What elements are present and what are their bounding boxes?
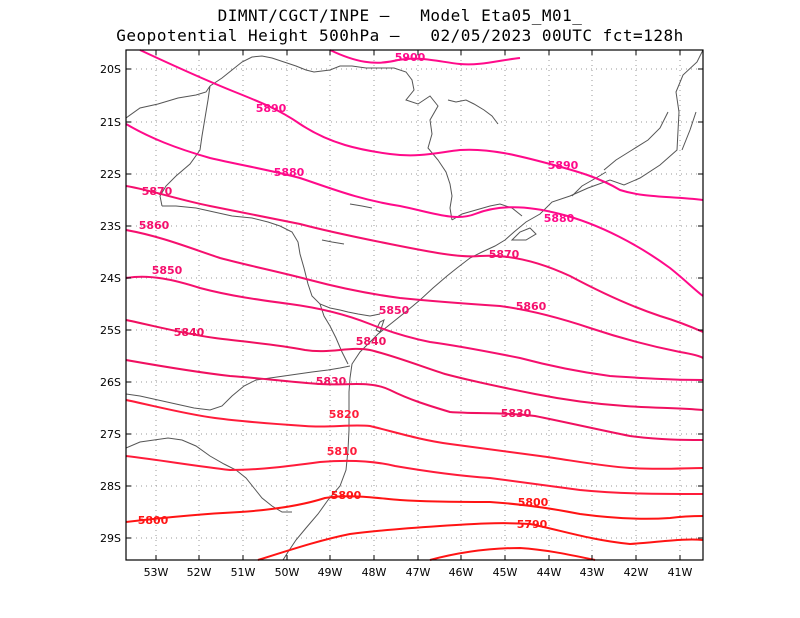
contour-label: 5900 bbox=[395, 51, 426, 64]
map-frame bbox=[125, 49, 704, 561]
contour-label: 5850 bbox=[379, 304, 410, 317]
contour-line bbox=[139, 49, 704, 201]
coastline bbox=[282, 49, 704, 561]
contour-label: 5890 bbox=[548, 159, 579, 172]
contour-line bbox=[257, 522, 704, 561]
contour-line bbox=[125, 495, 704, 523]
lon-label: 41W bbox=[668, 566, 693, 579]
lon-label: 44W bbox=[537, 566, 562, 579]
state-border bbox=[125, 85, 211, 119]
contour-label: 5870 bbox=[142, 185, 173, 198]
lon-label: 47W bbox=[406, 566, 431, 579]
contour-line bbox=[329, 49, 521, 66]
contour-line bbox=[125, 275, 704, 381]
contour-line bbox=[125, 319, 704, 411]
reservoir bbox=[321, 239, 345, 245]
state-border bbox=[125, 365, 351, 411]
lat-label: 23S bbox=[100, 220, 121, 233]
contour-label: 5810 bbox=[327, 445, 358, 458]
lat-label: 25S bbox=[100, 324, 121, 337]
state-border bbox=[125, 437, 292, 513]
lon-label: 50W bbox=[275, 566, 300, 579]
lat-label: 20S bbox=[100, 63, 121, 76]
contour-line bbox=[429, 546, 596, 561]
lon-label: 51W bbox=[231, 566, 256, 579]
lon-label: 45W bbox=[493, 566, 518, 579]
lat-label: 27S bbox=[100, 428, 121, 441]
lon-label: 49W bbox=[318, 566, 343, 579]
contour-label: 5840 bbox=[356, 335, 387, 348]
reservoir bbox=[349, 203, 373, 209]
lon-label: 53W bbox=[144, 566, 169, 579]
contour-label: 5870 bbox=[489, 248, 520, 261]
lat-label: 29S bbox=[100, 532, 121, 545]
lat-label: 21S bbox=[100, 116, 121, 129]
contour-label: 5840 bbox=[174, 326, 205, 339]
contour-label: 5790 bbox=[517, 518, 548, 531]
longitude-ticks bbox=[155, 50, 681, 560]
state-border bbox=[209, 55, 453, 221]
contour-line bbox=[125, 359, 704, 441]
map-subtitle: Geopotential Height 500hPa – 02/05/2023 … bbox=[116, 26, 684, 45]
lon-label: 42W bbox=[624, 566, 649, 579]
contour-line bbox=[125, 123, 704, 297]
state-border bbox=[162, 205, 381, 317]
coastline-and-borders bbox=[125, 49, 704, 561]
contour-line bbox=[125, 185, 704, 333]
latitude-labels: 20S 21S 22S 23S 24S 25S 26S 27S 28S 29S bbox=[100, 63, 121, 545]
map-title: DIMNT/CGCT/INPE – Model Eta05_M01_ bbox=[217, 6, 583, 25]
longitude-labels: 53W 52W 51W 50W 49W 48W 47W 46W 45W 44W … bbox=[144, 566, 693, 579]
contour-label: 5830 bbox=[501, 407, 532, 420]
contour-label: 5830 bbox=[316, 375, 347, 388]
contour-label: 5880 bbox=[274, 166, 305, 179]
contour-labels: 5900 5890 5890 5880 5880 5870 5870 5860 … bbox=[138, 51, 579, 531]
contour-line bbox=[125, 399, 704, 470]
lon-label: 43W bbox=[580, 566, 605, 579]
contour-line bbox=[125, 455, 704, 495]
geopotential-contours bbox=[125, 49, 704, 561]
contour-line bbox=[125, 229, 704, 359]
lat-label: 24S bbox=[100, 272, 121, 285]
state-border bbox=[603, 111, 669, 171]
lon-label: 46W bbox=[449, 566, 474, 579]
lon-label: 52W bbox=[187, 566, 212, 579]
latitude-ticks bbox=[126, 68, 703, 539]
island bbox=[510, 227, 537, 241]
state-border bbox=[681, 111, 697, 151]
contour-label: 5800 bbox=[518, 496, 549, 509]
reservoir bbox=[447, 99, 499, 125]
state-border bbox=[159, 85, 211, 207]
state-border bbox=[571, 171, 607, 197]
state-border bbox=[319, 303, 349, 365]
lat-label: 22S bbox=[100, 168, 121, 181]
island bbox=[375, 319, 385, 333]
contour-label: 5850 bbox=[152, 264, 183, 277]
contour-label: 5890 bbox=[256, 102, 287, 115]
contour-label: 5880 bbox=[544, 212, 575, 225]
contour-label: 5800 bbox=[138, 514, 169, 527]
lat-label: 28S bbox=[100, 480, 121, 493]
contour-label: 5860 bbox=[516, 300, 547, 313]
lat-label: 26S bbox=[100, 376, 121, 389]
contour-label: 5800 bbox=[331, 489, 362, 502]
contour-label: 5860 bbox=[139, 219, 170, 232]
lon-label: 48W bbox=[362, 566, 387, 579]
contour-label: 5820 bbox=[329, 408, 360, 421]
